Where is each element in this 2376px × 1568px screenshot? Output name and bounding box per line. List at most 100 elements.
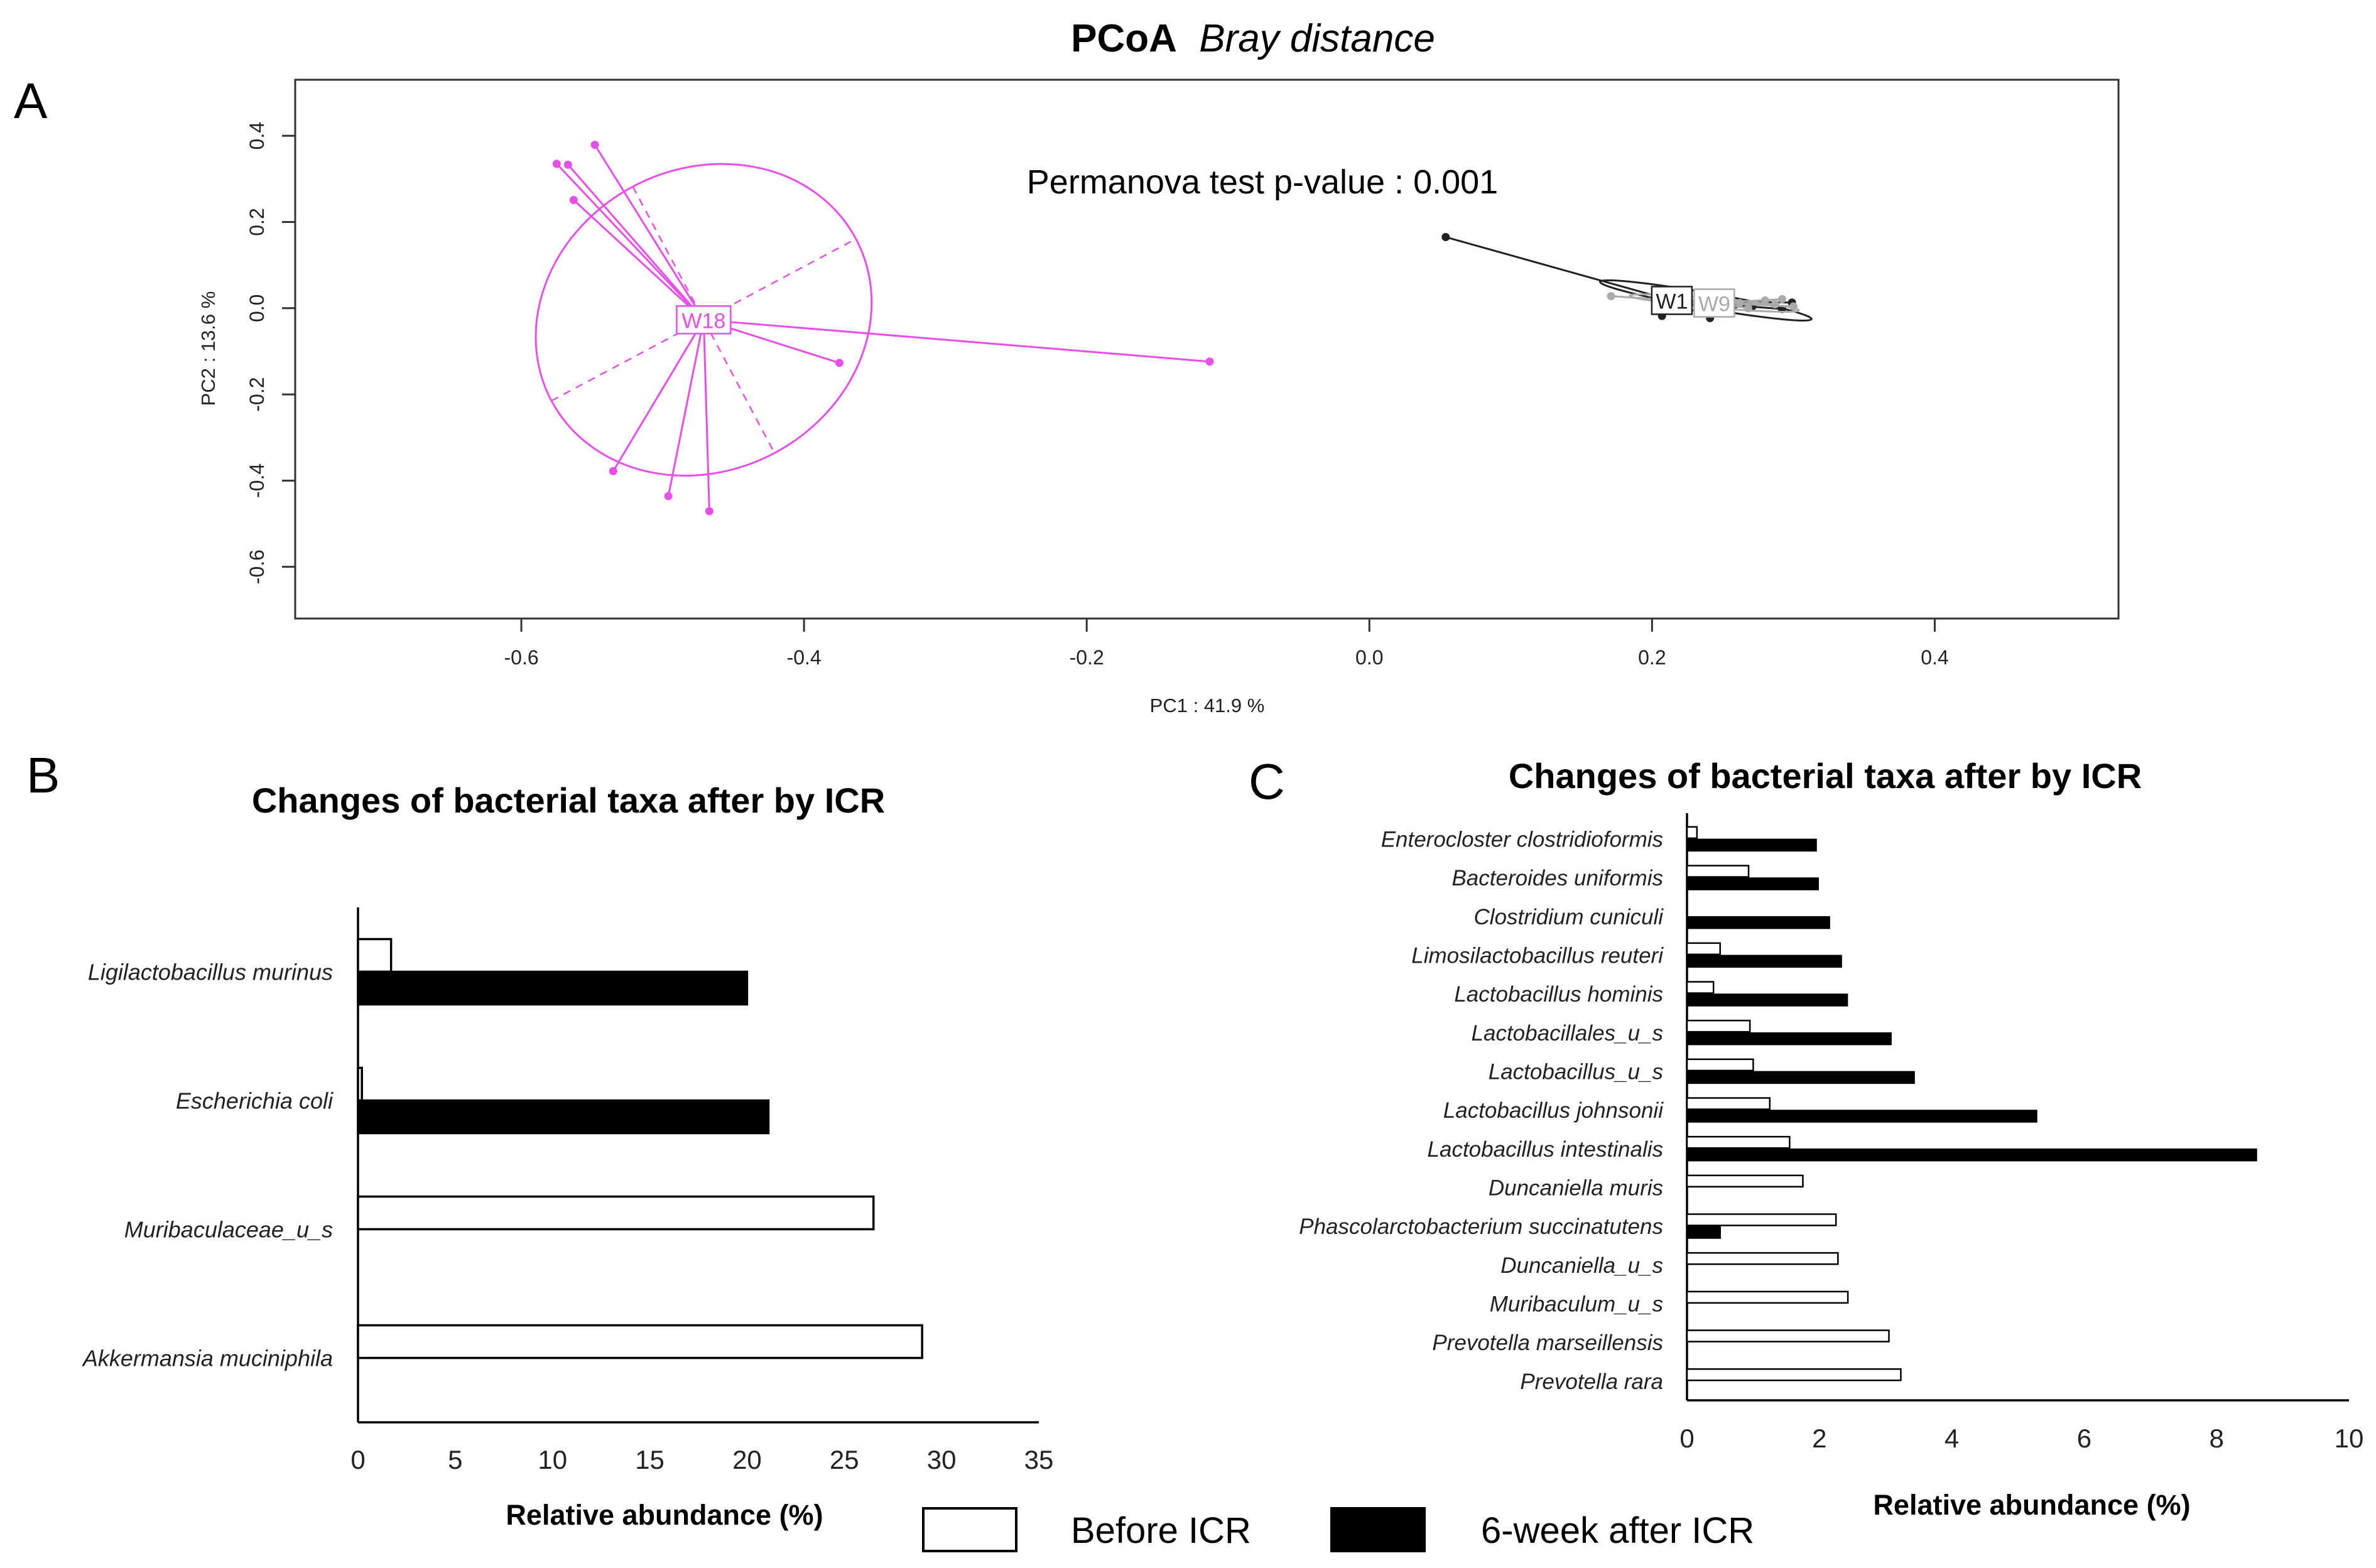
pcoa-y-tick-label-2: 0.0 [246, 295, 268, 322]
bar-c-after-lactobacillus-intestinalis [1686, 1148, 2257, 1162]
centroid-label-w18: W18 [681, 309, 725, 333]
point-w18-7 [664, 492, 673, 500]
panel-label-a: A [14, 73, 48, 129]
ellipse-axis-minor-w18 [632, 186, 776, 454]
point-w1-0 [1441, 233, 1450, 242]
point-w18-3 [569, 196, 578, 205]
bar-c-before-bacteroides-uniformis [1686, 865, 1750, 878]
bar-b-before-akkermansia-muciniphila [357, 1324, 923, 1360]
point-w9-2 [1771, 300, 1779, 309]
centroid-box-w9 [1693, 288, 1735, 318]
bar-c-after-lactobacillus-hominis [1686, 993, 1848, 1007]
panel-c-category-label-lactobacillus-hominis: Lactobacillus hominis [1454, 982, 1663, 1007]
pcoa-marks: W18 W1 W9 [534, 141, 1813, 516]
point-w18-8 [705, 507, 713, 516]
bar-c-after-lactobacillales-u-s [1686, 1032, 1892, 1046]
spider-w18-0 [556, 163, 705, 321]
panel-b-category-label-muribaculaceae-u-s: Muribaculaceae_u_s [124, 1216, 333, 1242]
bar-c-before-lactobacillus-u-s [1686, 1058, 1754, 1072]
bar-c-after-phascolarctobacterium-succinatutens [1686, 1226, 1721, 1239]
point-w18-5 [1205, 357, 1214, 366]
point-w18-2 [590, 141, 599, 149]
point-w9-1 [1760, 296, 1769, 305]
point-w9-6 [1777, 295, 1786, 303]
panel-c-category-label-lactobacillus-intestinalis: Lactobacillus intestinalis [1428, 1137, 1663, 1162]
bar-b-before-ligilactobacillus-murinus [357, 938, 393, 973]
panel-b-marks: 0 5 10 15 20 25 30 35 Ligilactobacillus murinus E… [82, 907, 1053, 1474]
pcoa-x-tick-label-5: 0.4 [1921, 646, 1948, 669]
point-w18-1 [563, 160, 572, 169]
legend-label-before-icr: Before ICR [1071, 1510, 1251, 1551]
panel-c-category-label-limosilactobacillus-reuteri: Limosilactobacillus reuteri [1411, 943, 1664, 968]
panel-c-x-tick-label-5: 10 [2335, 1424, 2364, 1453]
panel-c-category-label-prevotella-rara: Prevotella rara [1520, 1370, 1663, 1394]
point-w9-3 [1789, 302, 1798, 311]
panel-c-x-tick-label-0: 0 [1679, 1424, 1694, 1453]
bar-c-after-clostridium-cuniculi [1686, 916, 1830, 929]
pcoa-y-tick-label-5: -0.6 [246, 549, 268, 584]
spider-w18-6 [612, 319, 705, 472]
bar-c-before-lactobacillales-u-s [1686, 1019, 1751, 1033]
centroid-label-w9: W9 [1698, 293, 1730, 316]
pcoa-title: PCoA Bray distance [1071, 17, 1435, 60]
spider-w18-1 [567, 164, 705, 321]
pcoa-x-tick-label-0: -0.6 [504, 646, 538, 669]
panel-c-title: Changes of bacterial taxa after by ICR [1509, 756, 2142, 796]
panel-b-x-tick-label-6: 30 [927, 1445, 957, 1474]
point-w9-5 [1735, 299, 1744, 308]
bar-c-before-lactobacillus-johnsonii [1686, 1097, 1771, 1110]
panel-c-x-tick-label-4: 8 [2210, 1424, 2224, 1453]
spider-w18-7 [667, 320, 705, 497]
pcoa-y-axis: 0.4 0.2 0.0 -0.2 -0.4 -0.6 [246, 122, 295, 584]
centroid-box-w1 [1651, 286, 1693, 315]
panel-c-category-label-muribaculum-u-s: Muribaculum_u_s [1490, 1292, 1663, 1316]
panel-c-marks: 0 2 4 6 8 10 Enterocloster clostridioformis Bac… [1299, 813, 2363, 1453]
spider-w18-5 [703, 318, 1210, 363]
panel-b-title: Changes of bacterial taxa after by ICR [252, 781, 885, 820]
centroid-label-w1: W1 [1656, 289, 1688, 313]
pcoa-x-label: PC1 : 41.9 % [1150, 695, 1265, 716]
panel-c-category-label-duncaniella-muris: Duncaniella muris [1489, 1176, 1663, 1200]
pcoa-y-tick-label-3: -0.2 [246, 377, 268, 412]
point-w9-4 [1744, 304, 1752, 313]
panel-c-x-tick-label-1: 2 [1812, 1424, 1826, 1453]
pcoa-x-tick-label-2: -0.2 [1070, 646, 1104, 669]
bar-c-after-lactobacillus-johnsonii [1686, 1110, 2037, 1123]
legend-label-6-week-after-icr: 6-week after ICR [1481, 1510, 1754, 1551]
bar-c-after-bacteroides-uniformis [1686, 877, 1819, 890]
panel-a-pcoa: A PCoA Bray distance Permanova test p-va… [14, 17, 2120, 716]
bar-c-before-phascolarctobacterium-succinatutens [1686, 1213, 1837, 1226]
panel-c-category-label-enterocloster-clostridioformis: Enterocloster clostridioformis [1381, 827, 1663, 852]
point-w18-0 [552, 160, 561, 168]
bar-b-after-ligilactobacillus-murinus [357, 970, 749, 1006]
panel-c-category-label-phascolarctobacterium-succinatutens: Phascolarctobacterium succinatutens [1299, 1214, 1663, 1239]
panel-b-x-tick-label-2: 10 [538, 1445, 567, 1474]
pcoa-x-tick-label-3: 0.0 [1355, 646, 1383, 669]
spider-w18-8 [702, 320, 710, 512]
permanova-annotation: Permanova test p-value : 0.001 [1027, 163, 1498, 201]
panel-b-category-label-ligilactobacillus-murinus: Ligilactobacillus murinus [88, 959, 333, 985]
panel-c-x-tick-label-2: 4 [1945, 1424, 1959, 1453]
bar-c-before-limosilactobacillus-reuteri [1686, 942, 1721, 956]
panel-b-x-label: Relative abundance (%) [506, 1499, 823, 1531]
panel-c-category-label-prevotella-marseillensis: Prevotella marseillensis [1432, 1331, 1663, 1355]
panel-c-category-label-lactobacillus-u-s: Lactobacillus_u_s [1489, 1059, 1663, 1084]
panel-b-x-tick-label-3: 15 [635, 1445, 665, 1474]
bar-c-before-lactobacillus-intestinalis [1686, 1135, 1791, 1149]
bar-c-after-limosilactobacillus-reuteri [1686, 954, 1842, 968]
bar-c-before-enterocloster-clostridioformis [1686, 826, 1698, 840]
panel-label-b: B [26, 747, 60, 803]
bar-c-after-lactobacillus-u-s [1686, 1071, 1915, 1084]
panel-b-category-label-akkermansia-muciniphila: Akkermansia muciniphila [82, 1345, 333, 1371]
panel-label-c: C [1249, 754, 1285, 809]
point-w18-4 [835, 359, 844, 367]
panel-c-x-label: Relative abundance (%) [1873, 1489, 2190, 1521]
bar-c-after-enterocloster-clostridioformis [1686, 838, 1817, 852]
panel-b-category-label-escherichia-coli: Escherichia coli [176, 1088, 334, 1113]
bar-c-before-lactobacillus-hominis [1686, 981, 1715, 994]
bar-c-before-duncaniella-u-s [1686, 1252, 1839, 1265]
panel-b-x-tick-label-5: 25 [830, 1445, 859, 1474]
pcoa-y-tick-label-4: -0.4 [246, 463, 268, 498]
spider-w1-0 [1445, 236, 1673, 301]
